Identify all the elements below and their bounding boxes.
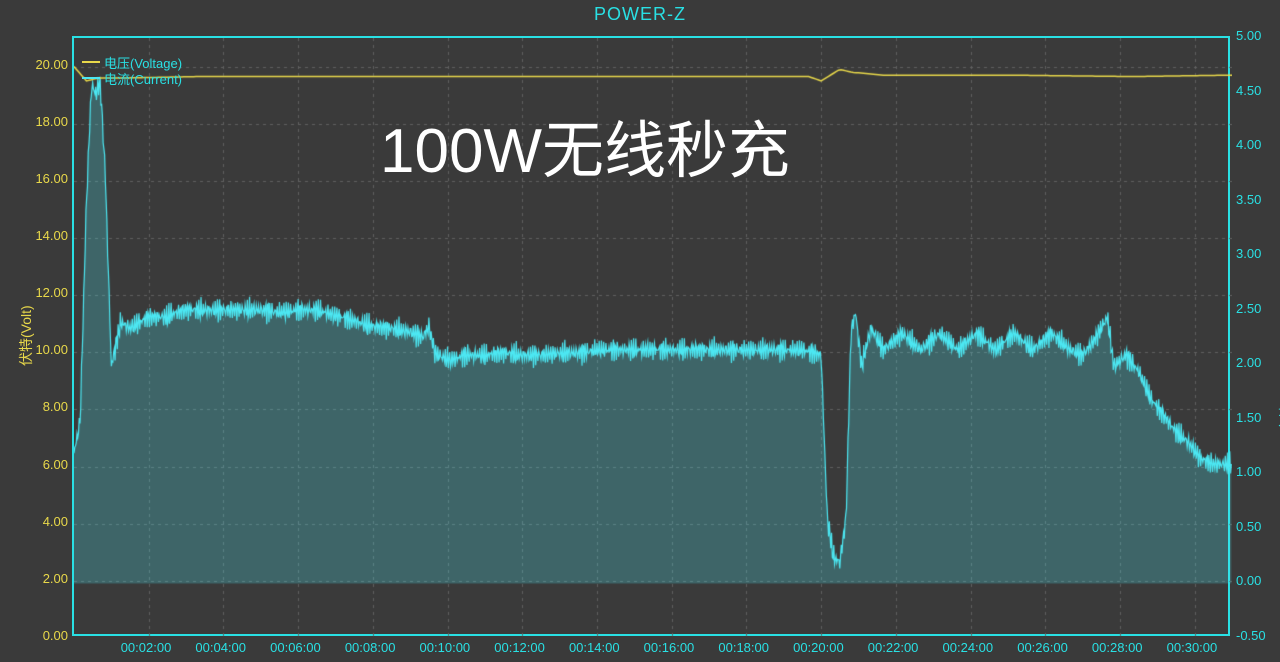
y-left-tick: 20.00	[35, 57, 68, 72]
x-tick: 00:22:00	[868, 640, 919, 655]
legend-swatch-current	[82, 77, 100, 79]
y-right-tick: 0.50	[1236, 519, 1261, 534]
y-right-tick: -0.50	[1236, 628, 1266, 643]
y-left-tick: 18.00	[35, 114, 68, 129]
x-tick: 00:04:00	[195, 640, 246, 655]
y-left-tick: 8.00	[43, 399, 68, 414]
y-left-tick: 12.00	[35, 285, 68, 300]
y-left-tick: 2.00	[43, 571, 68, 586]
y-left-label: 伏特(Volt)	[16, 305, 36, 366]
chart-root: POWER-Z 伏特(Volt) 安培(Amp) 电压(Voltage) 电流(…	[0, 0, 1280, 662]
legend: 电压(Voltage) 电流(Current)	[82, 54, 182, 86]
x-tick: 00:14:00	[569, 640, 620, 655]
x-tick: 00:20:00	[793, 640, 844, 655]
y-right-tick: 2.00	[1236, 355, 1261, 370]
y-left-tick: 0.00	[43, 628, 68, 643]
x-tick: 00:30:00	[1167, 640, 1218, 655]
x-tick: 00:02:00	[121, 640, 172, 655]
legend-label-current: 电流(Current)	[104, 69, 182, 88]
x-tick: 00:16:00	[644, 640, 695, 655]
x-tick: 00:26:00	[1017, 640, 1068, 655]
chart-title: POWER-Z	[0, 4, 1280, 25]
y-right-tick: 1.50	[1236, 410, 1261, 425]
y-right-tick: 3.00	[1236, 246, 1261, 261]
y-right-label: 安培(Amp)	[1276, 366, 1280, 432]
x-tick: 00:10:00	[420, 640, 471, 655]
x-tick: 00:12:00	[494, 640, 545, 655]
y-left-tick: 16.00	[35, 171, 68, 186]
x-tick: 00:06:00	[270, 640, 321, 655]
x-tick: 00:24:00	[943, 640, 994, 655]
y-left-tick: 6.00	[43, 457, 68, 472]
x-tick: 00:08:00	[345, 640, 396, 655]
y-right-tick: 0.00	[1236, 573, 1261, 588]
overlay-title: 100W无线秒充	[380, 100, 790, 190]
y-right-tick: 4.50	[1236, 83, 1261, 98]
y-right-tick: 4.00	[1236, 137, 1261, 152]
y-left-tick: 10.00	[35, 342, 68, 357]
y-left-tick: 14.00	[35, 228, 68, 243]
y-right-tick: 5.00	[1236, 28, 1261, 43]
x-tick: 00:18:00	[718, 640, 769, 655]
x-tick: 00:28:00	[1092, 640, 1143, 655]
y-right-tick: 2.50	[1236, 301, 1261, 316]
y-right-tick: 1.00	[1236, 464, 1261, 479]
y-right-tick: 3.50	[1236, 192, 1261, 207]
legend-item-current: 电流(Current)	[82, 70, 182, 86]
legend-swatch-voltage	[82, 61, 100, 63]
y-left-tick: 4.00	[43, 514, 68, 529]
